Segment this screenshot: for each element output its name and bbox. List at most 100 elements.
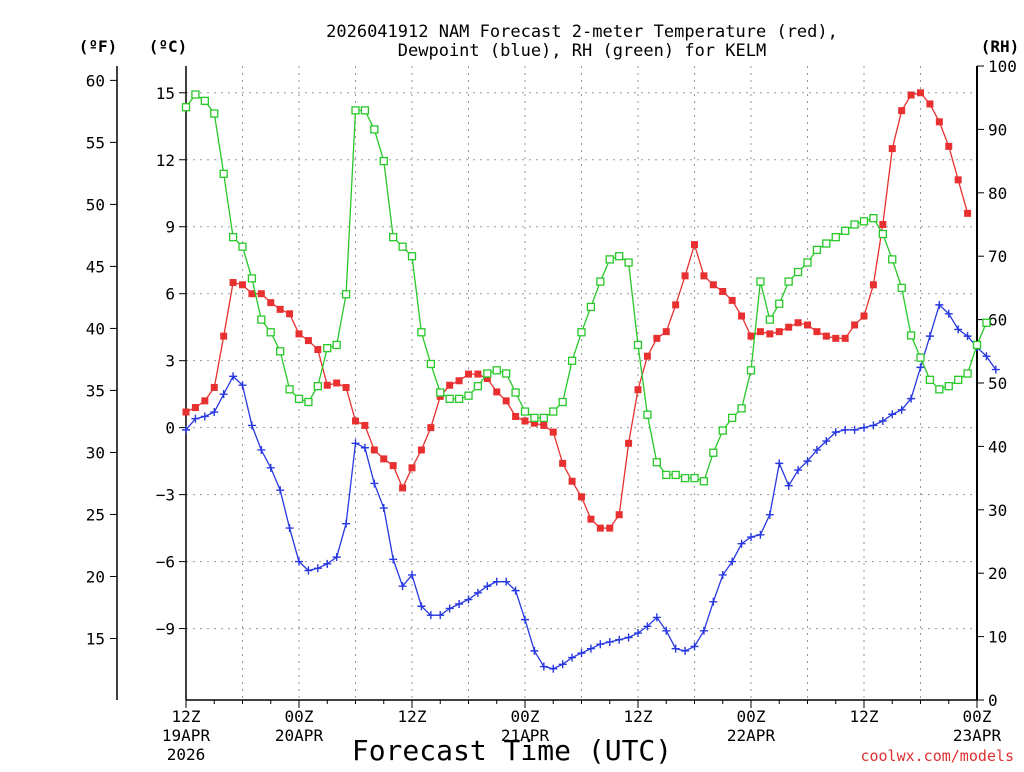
temperature-point [455, 377, 463, 385]
rh-point [285, 385, 294, 394]
rh-tick-label: 90 [988, 120, 1007, 139]
rh-point [332, 340, 341, 350]
rh-point [426, 359, 435, 369]
rh-point [191, 90, 200, 99]
rh-point [709, 448, 718, 457]
date-tick-label: 19APR [162, 726, 211, 745]
time-tick-label: 00Z [737, 707, 766, 726]
rh-point [935, 385, 944, 394]
dewpoint-point [737, 539, 746, 548]
rh-point [925, 375, 935, 384]
dewpoint-point [935, 300, 944, 309]
rh-point [746, 366, 756, 375]
year-tick-label: 2026 [167, 745, 206, 764]
time-tick-label: 12Z [850, 707, 879, 726]
rh-point [294, 394, 304, 404]
rh-point [888, 255, 897, 264]
dewpoint-point [586, 644, 595, 653]
dewpoint-point [370, 479, 379, 488]
fahrenheit-tick-label: 30 [86, 443, 105, 462]
rh-point [210, 109, 219, 118]
temperature-point [502, 397, 510, 405]
date-tick-label: 22APR [727, 726, 776, 745]
rh-point [793, 267, 803, 277]
rh-point [972, 340, 982, 350]
date-tick-label: 21APR [501, 726, 550, 745]
temperature-line [185, 92, 969, 529]
celsius-tick-label: −6 [156, 553, 175, 572]
dewpoint-point [850, 425, 859, 434]
dewpoint-point [944, 309, 953, 318]
dewpoint-point [417, 602, 426, 611]
dewpoint-point [831, 428, 840, 437]
rh-point [775, 299, 784, 308]
dewpoint-point [219, 390, 228, 399]
rh-point [398, 242, 407, 251]
dewpoint-point [182, 425, 190, 434]
dewpoint-point [492, 577, 501, 586]
rh-point [219, 169, 228, 178]
temperature-point [521, 417, 529, 425]
dewpoint-point [963, 332, 972, 341]
temperature-point [643, 352, 651, 360]
dewpoint-point [332, 553, 341, 562]
dewpoint-point [276, 486, 285, 495]
dewpoint-point [662, 626, 671, 635]
rh-point [812, 245, 822, 255]
dewpoint-point [568, 653, 577, 662]
celsius-tick-label: 0 [165, 419, 175, 438]
dewpoint-point [699, 626, 708, 635]
rh-point [539, 413, 548, 423]
dewpoint-point [436, 611, 445, 620]
rh-point [596, 277, 605, 286]
rh-tick-label: 70 [988, 247, 1007, 266]
dewpoint-point [426, 611, 435, 620]
temperature-point [295, 330, 303, 338]
rh-point [916, 353, 925, 362]
rh-point [633, 340, 643, 350]
dewpoint-point [634, 629, 642, 638]
fahrenheit-tick-label: 60 [86, 71, 105, 90]
temperature-point [286, 310, 294, 318]
dewpoint-point [473, 588, 482, 597]
dewpoint-line [185, 303, 997, 670]
rh-point [624, 258, 633, 267]
rh-point [982, 318, 991, 327]
temperature-point [719, 287, 727, 295]
rh-point [370, 125, 379, 134]
temperature-point [229, 279, 237, 287]
rh-point [304, 397, 313, 407]
rh-tick-label: 80 [988, 184, 1007, 203]
dewpoint-point [558, 660, 567, 669]
temperature-point [653, 334, 661, 342]
dewpoint-point [398, 582, 407, 591]
temperature-point [399, 484, 407, 492]
chart-title-line1: 2026041912 NAM Forecast 2-meter Temperat… [326, 22, 838, 42]
rh-point [417, 328, 426, 337]
temperature-point [446, 381, 454, 389]
rh-tick-label: 60 [988, 311, 1007, 330]
dewpoint-point [690, 642, 699, 651]
rh-point [530, 413, 539, 423]
time-tick-label: 00Z [285, 707, 314, 726]
dewpoint-point [888, 410, 897, 419]
rh-tick-label: 20 [988, 564, 1007, 583]
dewpoint-point [794, 466, 803, 475]
dewpoint-point [897, 405, 906, 414]
dewpoint-point [266, 463, 275, 472]
chart-title-line2: Dewpoint (blue), RH (green) for KELM [398, 41, 766, 61]
dewpoint-point [925, 332, 934, 341]
rh-unit-label: (RH) [981, 37, 1020, 56]
dewpoint-point [841, 425, 850, 434]
rh-point [662, 470, 671, 480]
rh-point [954, 375, 963, 384]
temperature-point [860, 312, 868, 320]
rh-point [436, 388, 445, 397]
dewpoint-point [954, 325, 963, 334]
rh-point [389, 233, 398, 242]
temperature-point [201, 397, 209, 405]
dewpoint-point [775, 459, 784, 468]
rh-point [652, 458, 661, 467]
